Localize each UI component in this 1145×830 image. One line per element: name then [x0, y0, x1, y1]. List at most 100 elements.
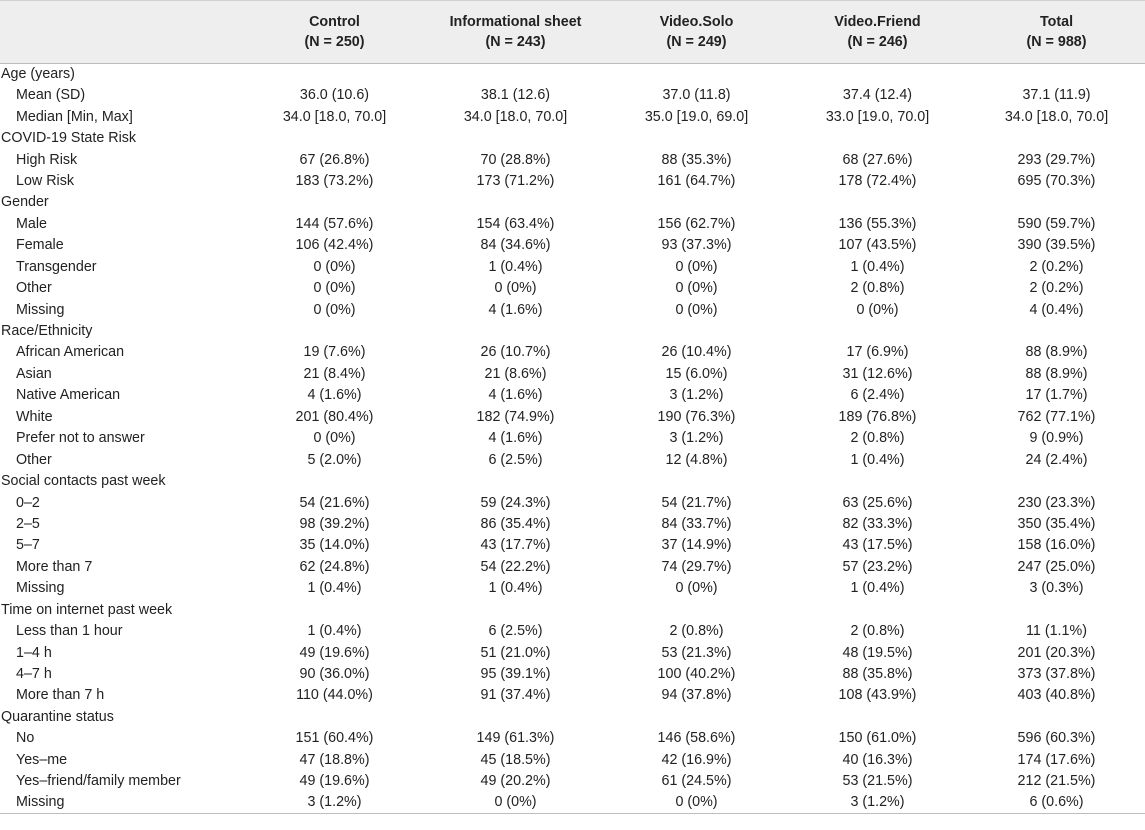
value-cell: 74 (29.7%)	[661, 558, 732, 575]
table-header: Control (N = 250) Informational sheet (N =…	[0, 0, 1145, 64]
header-control: Control (N = 250)	[244, 0, 425, 64]
empty-cell	[606, 128, 787, 149]
value-cell: 6 (2.4%)	[850, 387, 905, 404]
value-cell: 36.0 (10.6)	[299, 87, 370, 104]
value-cell: 3 (1.2%)	[669, 387, 724, 404]
value-cell: 247 (25.0%)	[1017, 558, 1096, 575]
empty-cell	[606, 64, 787, 86]
value-cell: 49 (19.6%)	[299, 773, 370, 790]
value-cell: 590 (59.7%)	[1017, 215, 1096, 232]
value-cell: 93 (37.3%)	[661, 237, 732, 254]
row-label: Missing	[0, 792, 244, 815]
column-name: Informational sheet	[449, 14, 582, 30]
empty-cell	[244, 64, 425, 86]
value-cell: 45 (18.5%)	[480, 751, 551, 768]
value-cell: 63 (25.6%)	[842, 494, 913, 511]
value-cell: 49 (19.6%)	[299, 644, 370, 661]
table-row: Prefer not to answer 0 (0%) 4 (1.6%) 3 (1.2…	[0, 428, 1145, 449]
row-label: 4–7 h	[16, 666, 52, 683]
value-cell: 94 (37.8%)	[661, 687, 732, 704]
value-cell: 3 (1.2%)	[244, 792, 425, 815]
value-cell: 21 (8.6%)	[484, 365, 547, 382]
empty-cell	[968, 128, 1145, 149]
section-row: Time on internet past week	[0, 600, 1145, 621]
value-cell: 0 (0%)	[856, 301, 899, 318]
empty-cell	[606, 321, 787, 342]
table-row: Median [Min, Max] 34.0 [18.0, 70.0] 34.0 […	[0, 106, 1145, 127]
value-cell: 151 (60.4%)	[295, 730, 374, 747]
row-label: 2–5	[16, 515, 40, 532]
value-cell: 182 (74.9%)	[476, 408, 555, 425]
table-row: Low Risk 183 (73.2%) 173 (71.2%) 161 (64.7%…	[0, 171, 1145, 192]
value-cell: 49 (20.2%)	[480, 773, 551, 790]
empty-cell	[968, 707, 1145, 728]
column-n: (N = 243)	[485, 34, 546, 50]
empty-cell	[425, 321, 606, 342]
value-cell: 0 (0%)	[675, 280, 718, 297]
table-row: Mean (SD) 36.0 (10.6) 38.1 (12.6) 37.0 (11.…	[0, 85, 1145, 106]
row-label: Female	[16, 237, 64, 254]
column-n: (N = 246)	[847, 34, 908, 50]
value-cell: 158 (16.0%)	[1017, 537, 1096, 554]
value-cell: 173 (71.2%)	[476, 172, 555, 189]
value-cell: 68 (27.6%)	[842, 151, 913, 168]
table-row: Missing 1 (0.4%) 1 (0.4%) 0 (0%) 1 (0.4%) 3 (…	[0, 578, 1145, 599]
value-cell: 62 (24.8%)	[299, 558, 370, 575]
column-name: Video.Solo	[659, 14, 734, 30]
value-cell: 2 (0.2%)	[1029, 258, 1084, 275]
table-row: Less than 1 hour 1 (0.4%) 6 (2.5%) 2 (0.8%)…	[0, 621, 1145, 642]
value-cell: 350 (35.4%)	[1017, 515, 1096, 532]
value-cell: 4 (1.6%)	[488, 387, 543, 404]
value-cell: 6 (2.5%)	[488, 451, 543, 468]
value-cell: 53 (21.3%)	[661, 644, 732, 661]
value-cell: 189 (76.8%)	[838, 408, 917, 425]
empty-cell	[244, 128, 425, 149]
value-cell: 42 (16.9%)	[661, 751, 732, 768]
value-cell: 150 (61.0%)	[838, 730, 917, 747]
row-label: More than 7 h	[16, 687, 105, 704]
value-cell: 53 (21.5%)	[842, 773, 913, 790]
value-cell: 34.0 [18.0, 70.0]	[1004, 108, 1109, 125]
value-cell: 183 (73.2%)	[295, 172, 374, 189]
empty-cell	[606, 192, 787, 213]
table-row: Male 144 (57.6%) 154 (63.4%) 156 (62.7%) 136…	[0, 214, 1145, 235]
value-cell: 596 (60.3%)	[1017, 730, 1096, 747]
column-n: (N = 988)	[1026, 34, 1087, 50]
value-cell: 3 (1.2%)	[669, 430, 724, 447]
value-cell: 54 (21.7%)	[661, 494, 732, 511]
row-label: Mean (SD)	[16, 87, 86, 104]
value-cell: 0 (0%)	[675, 258, 718, 275]
value-cell: 43 (17.7%)	[480, 537, 551, 554]
section-title: Gender	[1, 194, 49, 211]
section-row: Age (years)	[0, 64, 1145, 86]
value-cell: 82 (33.3%)	[842, 515, 913, 532]
header-blank-cell	[0, 0, 244, 64]
value-cell: 403 (40.8%)	[1017, 687, 1096, 704]
value-cell: 154 (63.4%)	[476, 215, 555, 232]
table-row: Female 106 (42.4%) 84 (34.6%) 93 (37.3%) 107…	[0, 235, 1145, 256]
value-cell: 26 (10.4%)	[661, 344, 732, 361]
empty-cell	[425, 128, 606, 149]
value-cell: 2 (0.8%)	[850, 623, 905, 640]
value-cell: 201 (20.3%)	[1017, 644, 1096, 661]
value-cell: 70 (28.8%)	[480, 151, 551, 168]
value-cell: 149 (61.3%)	[476, 730, 555, 747]
section-row: Race/Ethnicity	[0, 321, 1145, 342]
value-cell: 107 (43.5%)	[838, 237, 917, 254]
value-cell: 84 (33.7%)	[661, 515, 732, 532]
section-row: Gender	[0, 192, 1145, 213]
value-cell: 4 (1.6%)	[307, 387, 362, 404]
value-cell: 1 (0.4%)	[307, 623, 362, 640]
header-video-solo: Video.Solo (N = 249)	[606, 0, 787, 64]
table-row: More than 7 h 110 (44.0%) 91 (37.4%) 94 (37…	[0, 685, 1145, 706]
row-label: Missing	[16, 301, 65, 318]
row-label: Yes–friend/family member	[16, 773, 181, 790]
value-cell: 2 (0.2%)	[1029, 280, 1084, 297]
value-cell: 43 (17.5%)	[842, 537, 913, 554]
value-cell: 24 (2.4%)	[1025, 451, 1088, 468]
header-total: Total (N = 988)	[968, 0, 1145, 64]
value-cell: 57 (23.2%)	[842, 558, 913, 575]
value-cell: 1 (0.4%)	[850, 580, 905, 597]
section-title: Time on internet past week	[1, 601, 173, 618]
